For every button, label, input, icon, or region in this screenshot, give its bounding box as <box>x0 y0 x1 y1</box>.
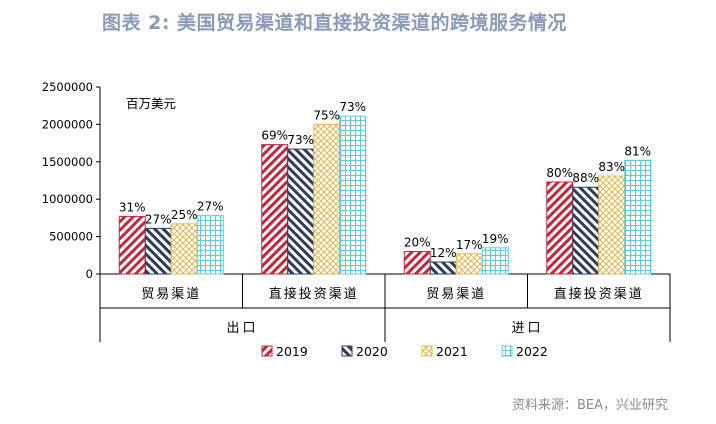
x-category-label: 直接投资渠道 <box>269 286 359 302</box>
y-tick-label: 2000000 <box>42 117 93 131</box>
legend-swatch-2022 <box>501 345 513 357</box>
data-label: 81% <box>624 144 651 158</box>
legend-label-2019: 2019 <box>276 344 308 359</box>
data-label: 19% <box>482 232 509 246</box>
bar-2019 <box>118 215 146 275</box>
legend-swatch-2020 <box>341 345 353 357</box>
legend-label-2021: 2021 <box>436 344 468 359</box>
data-label: 25% <box>171 208 198 222</box>
x-group-label: 进口 <box>511 321 543 336</box>
data-label: 27% <box>145 212 172 226</box>
data-label: 73% <box>339 100 366 114</box>
x-category-label: 贸易渠道 <box>426 287 486 302</box>
bar-2021 <box>170 223 198 275</box>
x-category-label: 直接投资渠道 <box>554 286 644 302</box>
data-label: 12% <box>430 246 457 260</box>
bar-2020 <box>429 261 457 275</box>
data-label: 31% <box>119 200 146 214</box>
legend-swatch-2021 <box>421 345 433 357</box>
bar-2019 <box>403 251 431 275</box>
data-label: 80% <box>546 166 573 180</box>
bar-2020 <box>287 148 315 275</box>
legend-label-2022: 2022 <box>516 344 548 359</box>
data-label: 83% <box>598 160 625 174</box>
source-note: 资料来源：BEA，兴业研究 <box>511 398 668 413</box>
data-label: 27% <box>197 200 224 214</box>
x-group-label: 出口 <box>226 321 258 336</box>
y-tick-label: 0 <box>86 267 93 281</box>
bar-2022 <box>339 115 367 275</box>
data-label: 88% <box>572 171 599 185</box>
y-tick-label: 500000 <box>49 230 93 244</box>
bar-2022 <box>481 247 509 275</box>
bar-2022 <box>624 159 652 275</box>
data-label: 73% <box>287 133 314 147</box>
bar-2019 <box>261 144 289 275</box>
legend-swatch-2019 <box>261 345 273 357</box>
data-label: 75% <box>313 108 340 122</box>
bar-2021 <box>313 123 341 275</box>
x-category-label: 贸易渠道 <box>141 287 201 302</box>
chart-title: 图表 2: 美国贸易渠道和直接投资渠道的跨境服务情况 <box>102 12 568 34</box>
legend-label-2020: 2020 <box>356 344 388 359</box>
bar-2021 <box>598 175 626 275</box>
bar-2019 <box>546 181 574 275</box>
y-tick-label: 2500000 <box>42 80 93 94</box>
data-label: 20% <box>404 236 431 250</box>
bar-2022 <box>196 215 224 275</box>
bar-2021 <box>455 253 483 275</box>
y-tick-label: 1500000 <box>42 155 93 169</box>
data-label: 17% <box>456 238 483 252</box>
bar-2020 <box>572 186 600 275</box>
unit-label: 百万美元 <box>126 96 176 111</box>
bar-2020 <box>144 227 172 275</box>
y-tick-label: 1000000 <box>42 192 93 206</box>
data-label: 69% <box>261 129 288 143</box>
